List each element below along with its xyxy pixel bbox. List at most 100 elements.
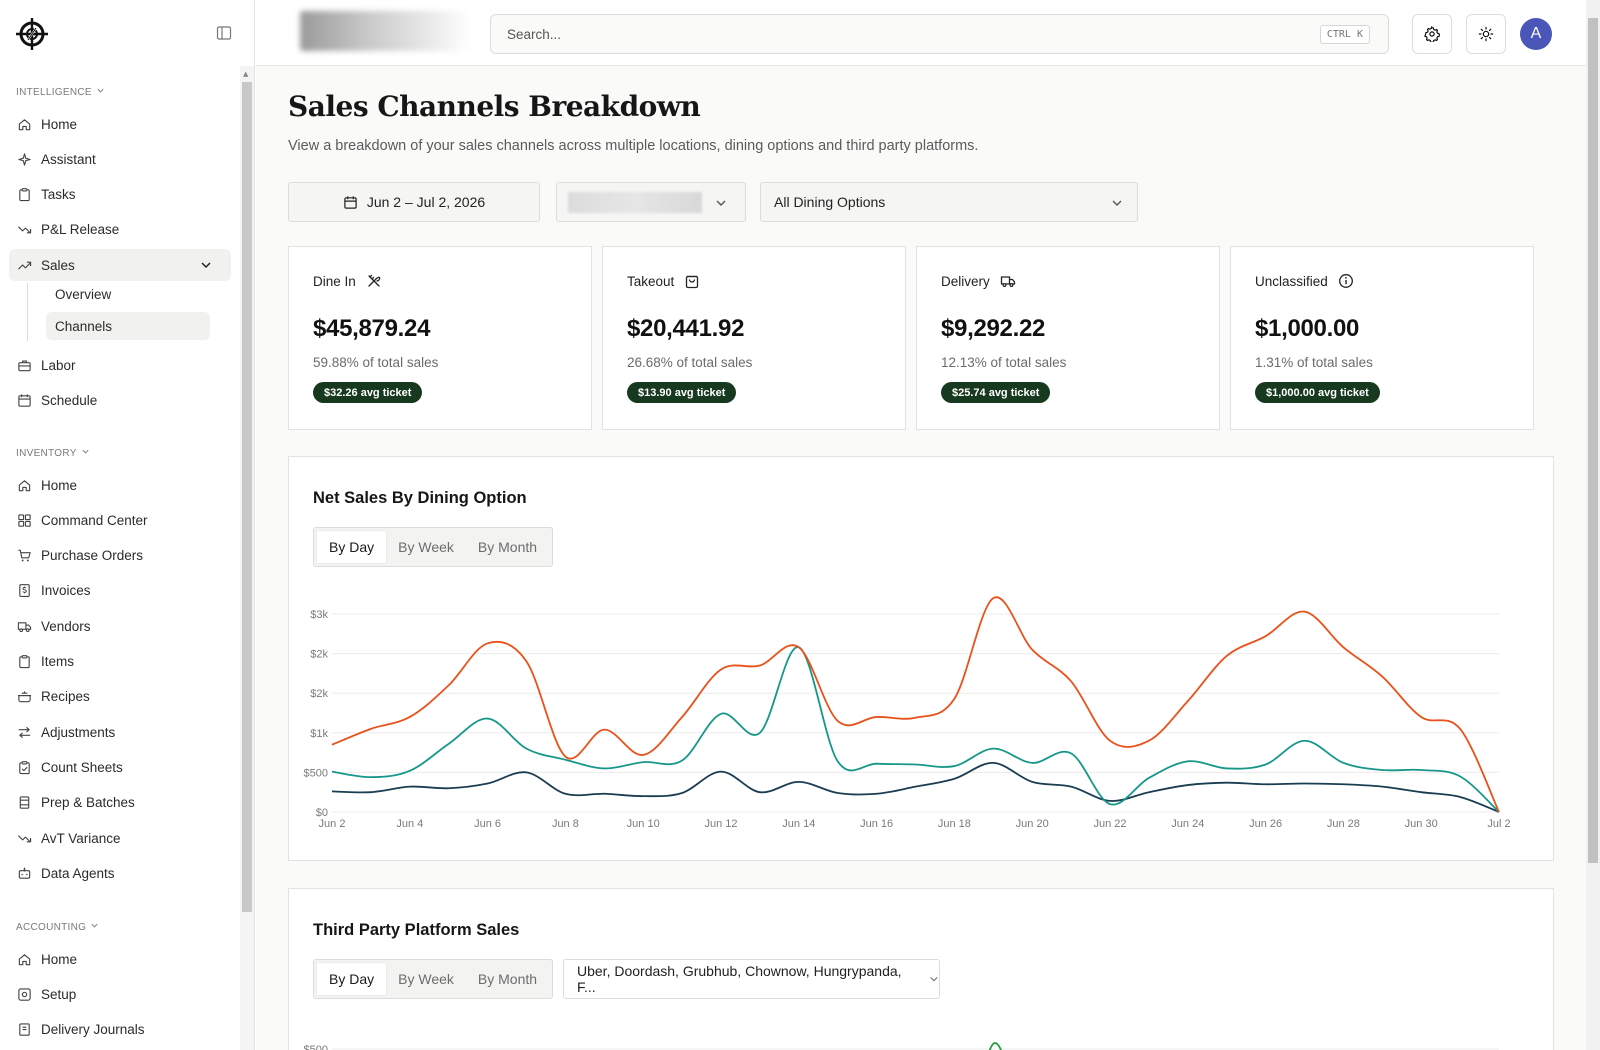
dining-option-value: All Dining Options (774, 194, 886, 210)
kpi-card-takeout: Takeout $20,441.92 26.68% of total sales $1… (602, 246, 906, 430)
sidebar-item-purchase-orders[interactable]: Purchase Orders (9, 540, 231, 572)
sidebar-item-sales[interactable]: Sales (9, 249, 231, 282)
submenu-guide-line (27, 282, 28, 341)
x-tick-label: Jun 10 (627, 818, 660, 830)
takeout-series-line[interactable] (331, 646, 1500, 813)
sidebar-item-label: Sales (41, 257, 75, 273)
y-tick-label: $2k (310, 649, 328, 661)
y-tick-label: $2k (310, 688, 328, 700)
sidebar-item-label: Recipes (41, 689, 90, 705)
search-bar[interactable]: CTRL K (490, 14, 1389, 54)
tab-by-day[interactable]: By Day (317, 531, 387, 563)
x-tick-label: Jun 18 (938, 818, 971, 830)
sidebar-item-vendors[interactable]: Vendors (9, 610, 231, 642)
sidebar-item-invoices[interactable]: Invoices (9, 575, 231, 607)
sidebar-subitem-label: Overview (55, 287, 112, 302)
theme-toggle-button[interactable] (1466, 14, 1506, 54)
sidebar-item-items[interactable]: Items (9, 646, 231, 678)
sidebar-item-setup[interactable]: Setup (9, 978, 231, 1010)
kpi-card-label-text: Takeout (627, 273, 675, 289)
user-avatar[interactable]: A (1520, 18, 1552, 50)
third-party-chart: $500 (304, 1042, 1499, 1050)
sidebar-item-home[interactable]: Home (9, 943, 231, 975)
location-select[interactable] (556, 182, 746, 222)
tab-by-month[interactable]: By Month (477, 539, 538, 555)
y-tick-label: $0 (316, 807, 328, 819)
chevron-down-icon (1112, 200, 1122, 206)
scroll-up-arrow[interactable]: ▲ (243, 70, 249, 78)
kpi-card-label: Delivery (941, 273, 1016, 289)
x-tick-label: Jun 24 (1171, 818, 1204, 830)
sidebar-item-data-agents[interactable]: Data Agents (9, 857, 231, 889)
sidebar-item-assistant[interactable]: Assistant (9, 143, 231, 175)
chevron-down-icon[interactable] (200, 259, 212, 271)
sidebar-item-label: Labor (41, 358, 76, 373)
sidebar-item-tasks[interactable]: Tasks (9, 179, 231, 211)
sidebar-item-adjustments[interactable]: Adjustments (9, 716, 231, 748)
dine-in-series-line[interactable] (331, 596, 1500, 813)
sidebar-item-recipes[interactable]: Recipes (9, 681, 231, 713)
page-scrollbar-thumb[interactable] (1588, 18, 1598, 863)
sidebar-item-label: Purchase Orders (41, 548, 144, 564)
sidebar-item-home[interactable]: Home (9, 469, 231, 501)
sidebar-item-count-sheets[interactable]: Count Sheets (9, 751, 231, 783)
kpi-card-label-text: Delivery (941, 273, 990, 289)
sidebar-item-p-l-release[interactable]: P&L Release (9, 214, 231, 246)
dining-option-select[interactable]: All Dining Options (760, 182, 1138, 222)
avg-ticket-badge: $13.90 avg ticket (627, 382, 737, 403)
sidebar-item-delivery-journals[interactable]: Delivery Journals (9, 1014, 231, 1046)
platform-select[interactable]: Uber, Doordash, Grubhub, Chownow, Hungry… (563, 959, 940, 999)
net-sales-chart: $0 $500 $1k $2k $2k $3k Jun 2 Jun 4 Jun 6 Jun 8 Ju… (304, 596, 1511, 830)
tab-by-week[interactable]: By Week (398, 539, 454, 555)
briefcase-icon (18, 360, 31, 372)
section-label-text: Intelligence (16, 87, 92, 98)
net-sales-period-toggle: By Day By Week By Month (313, 527, 554, 567)
trend-down-icon (18, 834, 32, 843)
kpi-card-value: $9,292.22 (941, 315, 1046, 342)
invoice-icon (19, 584, 30, 598)
third-party-series-line[interactable] (981, 1042, 1009, 1050)
delivery-series-line[interactable] (331, 761, 1500, 813)
sidebar-item-command-center[interactable]: Command Center (9, 504, 231, 536)
sidebar-item-label: Adjustments (41, 724, 116, 740)
settings-button[interactable] (1412, 14, 1452, 54)
sidebar-item-labor[interactable]: Labor (9, 350, 231, 382)
avatar-initial: A (1530, 25, 1542, 42)
trend-up-icon (18, 261, 32, 270)
sidebar-subitem-overview[interactable]: Overview (46, 281, 210, 309)
section-label-inventory[interactable]: Inventory (16, 447, 90, 459)
date-range-picker[interactable]: Jun 2 – Jul 2, 2026 (288, 182, 540, 222)
home-icon (18, 953, 31, 965)
x-tick-label: Jun 30 (1405, 818, 1438, 830)
sidebar-item-avt-variance[interactable]: AvT Variance (9, 822, 231, 854)
logo-icon[interactable] (14, 16, 50, 52)
kpi-card-unclassified: Unclassified $1,000.00 1.31% of total sale… (1230, 246, 1534, 430)
y-tick-label: $3k (310, 609, 328, 621)
sidebar-scrollbar-thumb[interactable] (242, 82, 252, 912)
sidebar-item-home[interactable]: Home (9, 108, 231, 140)
net-sales-panel: Net Sales By Dining Option By Day By Week… (288, 456, 1554, 861)
tab-by-week[interactable]: By Week (398, 971, 454, 987)
kpi-card-percent: 1.31% of total sales (1255, 355, 1373, 370)
search-input[interactable] (507, 26, 1287, 42)
sidebar-item-prep-batches[interactable]: Prep & Batches (9, 787, 231, 819)
sidebar-item-label: Setup (41, 986, 77, 1002)
tab-by-month[interactable]: By Month (477, 971, 538, 987)
third-party-title: Third Party Platform Sales (313, 921, 520, 939)
chevron-down-icon (91, 923, 98, 928)
sidebar-item-schedule[interactable]: Schedule (9, 385, 231, 417)
section-label-accounting[interactable]: Accounting (16, 921, 99, 933)
kpi-card-label-text: Dine In (313, 273, 356, 289)
sidebar-toggle-icon[interactable] (216, 25, 232, 41)
x-tick-label: Jun 26 (1249, 818, 1282, 830)
tab-by-day[interactable]: By Day (317, 963, 387, 995)
sidebar-item-label: P&L Release (41, 222, 120, 238)
sidebar-item-label: Home (41, 951, 78, 967)
chevron-down-icon (716, 200, 726, 206)
sidebar-subitem-channels[interactable]: Channels (46, 312, 210, 340)
x-tick-label: Jun 12 (704, 818, 737, 830)
section-label-intelligence[interactable]: Intelligence (16, 86, 105, 98)
date-range-label: Jun 2 – Jul 2, 2026 (366, 194, 486, 210)
calendar-icon (344, 195, 357, 209)
chevron-down-icon (930, 976, 938, 982)
